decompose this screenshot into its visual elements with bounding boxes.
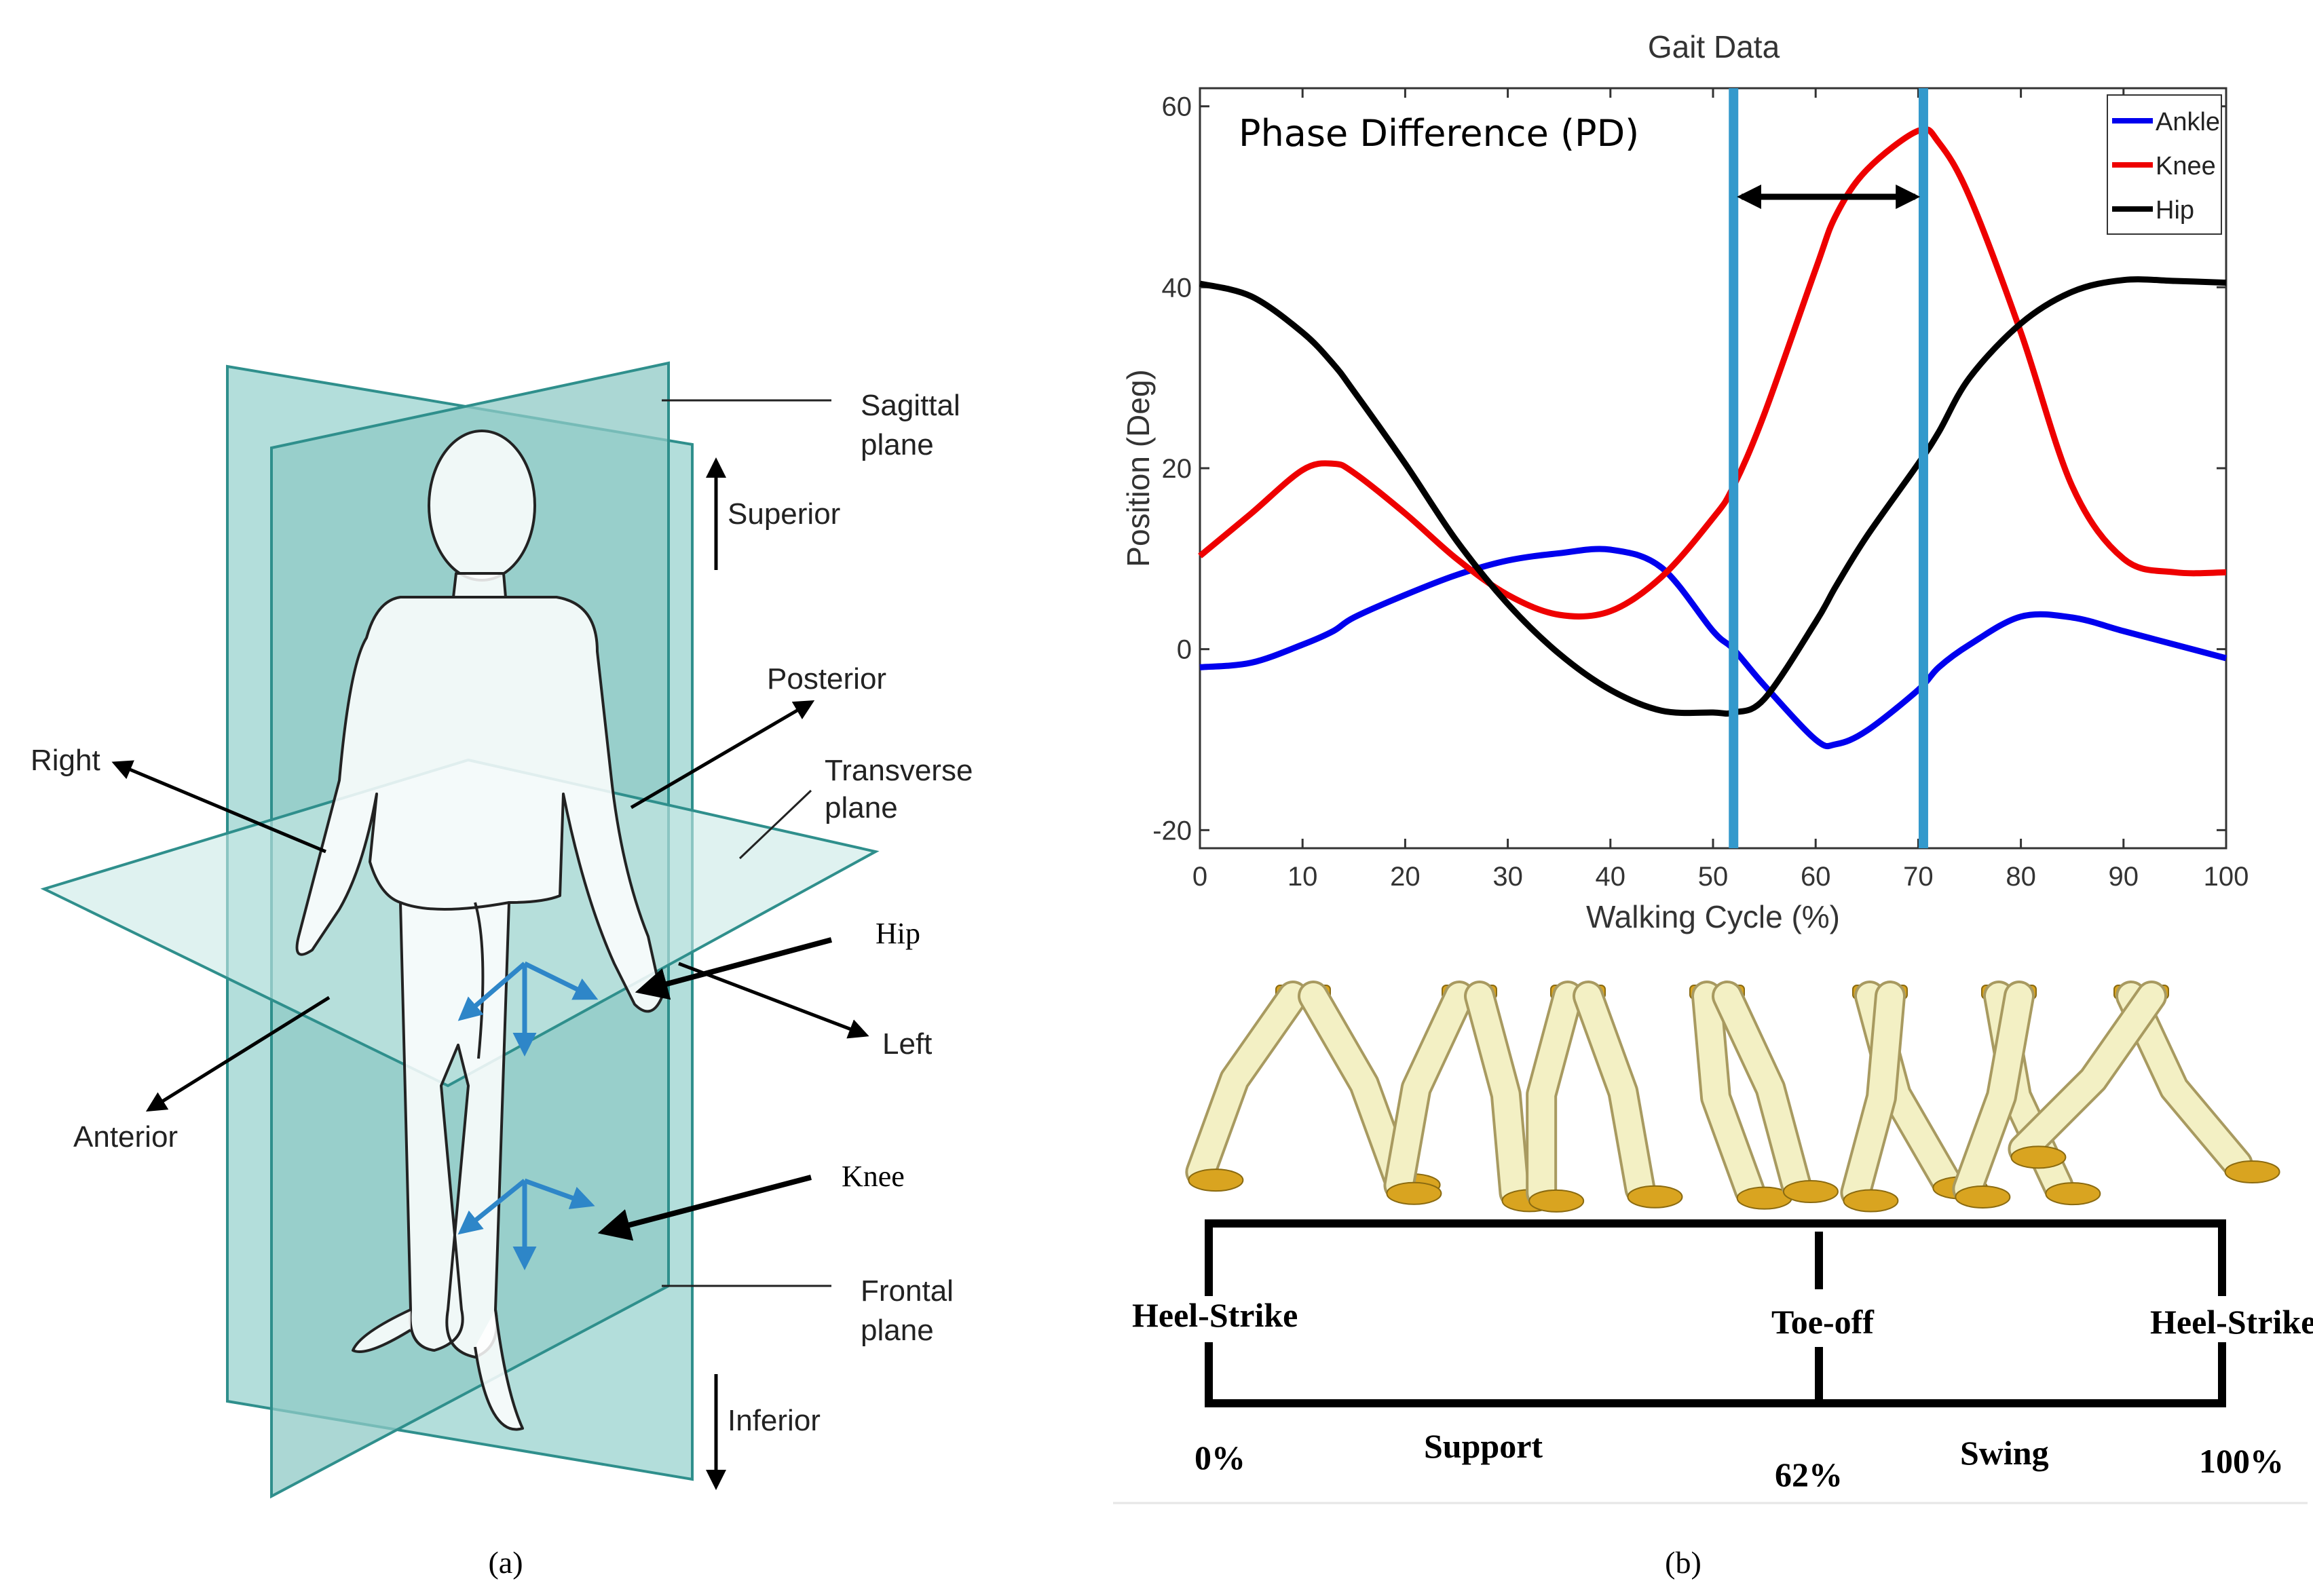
posterior-arrow bbox=[630, 700, 815, 810]
label-superior: Superior bbox=[728, 497, 840, 531]
label-right: Right bbox=[31, 744, 100, 777]
gait-timeline bbox=[1205, 1219, 2226, 1407]
hip-callout-arrow bbox=[635, 937, 833, 1000]
direction-arrows bbox=[111, 457, 869, 1490]
leg bbox=[1575, 983, 1653, 1202]
timeline-heel-strike-start: Heel-Strike bbox=[1132, 1296, 1298, 1334]
y-tick-label: 20 bbox=[1162, 454, 1192, 484]
foot-shoe bbox=[1386, 1181, 1442, 1205]
chart-series bbox=[1198, 126, 2227, 750]
chart-title: Gait Data bbox=[1648, 29, 1780, 64]
walking-leg-illustrations bbox=[1185, 981, 2280, 1213]
leg bbox=[1714, 983, 1809, 1197]
caption-a: (a) bbox=[488, 1545, 523, 1580]
label-transverse-2: plane bbox=[825, 791, 898, 824]
label-posterior: Posterior bbox=[767, 662, 886, 696]
x-tick-label: 50 bbox=[1698, 862, 1729, 892]
series-line-hip bbox=[1199, 276, 2227, 717]
walking-leg-pose bbox=[1526, 981, 1683, 1213]
x-tick-label: 60 bbox=[1801, 862, 1831, 892]
timeline-swing: Swing bbox=[1960, 1434, 2049, 1472]
timeline-pct-100: 100% bbox=[2199, 1442, 2284, 1480]
timeline-support: Support bbox=[1424, 1427, 1543, 1465]
anatomical-planes-diagram: Sagittal plane Superior Posterior Right … bbox=[31, 361, 973, 1580]
foot-shoe bbox=[1528, 1189, 1585, 1213]
label-sagittal-1: Sagittal bbox=[861, 389, 960, 422]
label-frontal-1: Frontal bbox=[861, 1274, 954, 1308]
phase-markers bbox=[1729, 88, 1928, 848]
legend-label-ankle: Ankle bbox=[2156, 108, 2220, 136]
x-tick-label: 40 bbox=[1596, 862, 1626, 892]
joint-callout-arrows bbox=[597, 937, 833, 1241]
x-tick-label: 20 bbox=[1390, 862, 1421, 892]
anterior-arrow bbox=[145, 995, 331, 1112]
label-anterior: Anterior bbox=[73, 1120, 178, 1154]
leg bbox=[1300, 983, 1411, 1190]
hip-joint-arrows bbox=[457, 961, 599, 1057]
y-tick-label: 0 bbox=[1177, 635, 1192, 665]
x-tick-label: 10 bbox=[1287, 862, 1318, 892]
human-figure bbox=[295, 430, 663, 1431]
foot-shoe bbox=[2010, 1145, 2067, 1169]
label-frontal-2: plane bbox=[861, 1314, 934, 1347]
leg bbox=[1955, 983, 2032, 1202]
left-arrow bbox=[678, 962, 869, 1039]
label-inferior: Inferior bbox=[728, 1404, 821, 1437]
knee-joint-arrows bbox=[457, 1178, 595, 1270]
foot-shoe bbox=[1955, 1185, 2011, 1209]
x-tick-label: 90 bbox=[2109, 862, 2139, 892]
label-sagittal-2: plane bbox=[861, 428, 934, 461]
foot-shoe bbox=[1782, 1180, 1839, 1204]
timeline-toe-off: Toe-off bbox=[1771, 1303, 1875, 1341]
leg bbox=[1694, 983, 1763, 1203]
series-line-ankle bbox=[1199, 546, 2227, 750]
leg bbox=[1386, 983, 1472, 1198]
timeline-pct-62: 62% bbox=[1775, 1456, 1843, 1494]
timeline-pct-0: 0% bbox=[1195, 1439, 1245, 1477]
walking-leg-pose bbox=[2008, 981, 2280, 1184]
phase-difference-label: Phase Difference (PD) bbox=[1239, 112, 1639, 155]
x-tick-label: 80 bbox=[2006, 862, 2036, 892]
right-arrow bbox=[111, 760, 326, 854]
foot-shoe bbox=[1188, 1168, 1244, 1192]
label-transverse-1: Transverse bbox=[825, 754, 973, 787]
x-tick-label: 100 bbox=[2204, 862, 2249, 892]
knee-callout-arrow bbox=[597, 1175, 812, 1241]
y-axis-label: Position (Deg) bbox=[1121, 369, 1156, 567]
y-tick-label: 60 bbox=[1162, 92, 1192, 122]
label-hip: Hip bbox=[876, 917, 920, 950]
caption-b: (b) bbox=[1665, 1545, 1701, 1580]
leg bbox=[1528, 983, 1581, 1206]
foot-shoe bbox=[1843, 1189, 1899, 1213]
plane-leader-lines bbox=[662, 399, 831, 1287]
legend-label-knee: Knee bbox=[2156, 152, 2216, 180]
x-tick-label: 70 bbox=[1903, 862, 1934, 892]
x-tick-label: 0 bbox=[1192, 862, 1207, 892]
chart-legend: Ankle Knee Hip bbox=[2107, 94, 2222, 235]
foot-shoe bbox=[2045, 1182, 2101, 1206]
label-knee: Knee bbox=[842, 1160, 905, 1193]
label-left: Left bbox=[882, 1027, 932, 1061]
x-axis-label: Walking Cycle (%) bbox=[1586, 899, 1840, 934]
y-tick-label: -20 bbox=[1152, 816, 1192, 846]
y-tick-label: 40 bbox=[1162, 273, 1192, 303]
walking-leg-pose bbox=[1689, 981, 1839, 1210]
series-line-knee bbox=[1198, 126, 2227, 620]
leg bbox=[1188, 983, 1306, 1185]
foot-shoe bbox=[1627, 1185, 1683, 1209]
leg bbox=[2010, 983, 2164, 1162]
legend-label-hip: Hip bbox=[2156, 196, 2194, 225]
plot-area bbox=[1199, 87, 2227, 850]
timeline-heel-strike-end: Heel-Strike bbox=[2150, 1303, 2313, 1341]
leg bbox=[1467, 983, 1528, 1206]
leg bbox=[1843, 983, 1903, 1206]
foot-shoe bbox=[2224, 1160, 2280, 1184]
x-tick-label: 30 bbox=[1492, 862, 1523, 892]
